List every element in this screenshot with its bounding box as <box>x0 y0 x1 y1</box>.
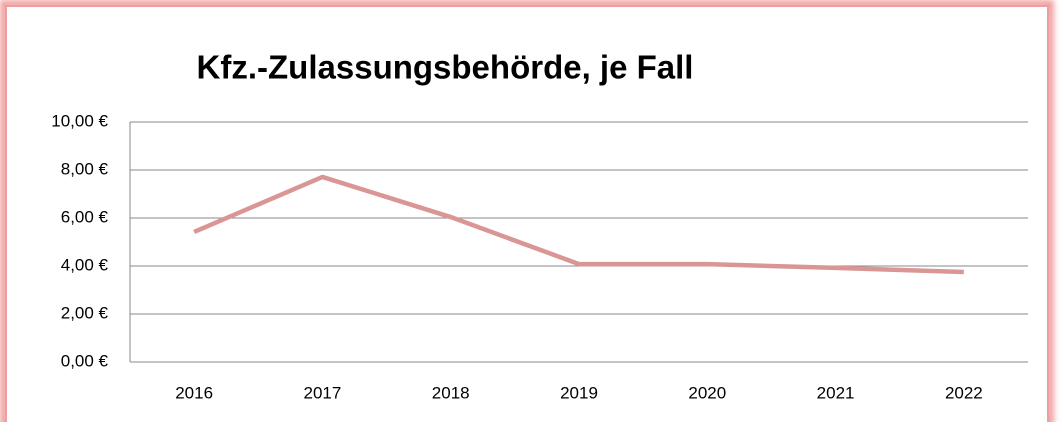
y-tick-label: 2,00 € <box>61 303 109 322</box>
y-tick-label: 10,00 € <box>51 111 108 130</box>
data-line <box>193 174 964 275</box>
y-tick-label: 4,00 € <box>61 255 109 274</box>
x-tick-label: 2021 <box>817 383 855 402</box>
x-tick-label: 2020 <box>688 383 726 402</box>
frame <box>5 5 1049 422</box>
x-tick-label: 2016 <box>175 383 213 402</box>
chart-title: Kfz.-Zulassungsbehörde, je Fall <box>197 49 694 86</box>
x-tick-label: 2019 <box>560 383 598 402</box>
y-tick-label: 0,00 € <box>61 351 109 370</box>
x-tick-label: 2018 <box>432 383 470 402</box>
y-tick-label: 8,00 € <box>61 159 109 178</box>
y-tick-label: 6,00 € <box>61 207 109 226</box>
x-tick-label: 2022 <box>945 383 983 402</box>
x-tick-label: 2017 <box>304 383 342 402</box>
